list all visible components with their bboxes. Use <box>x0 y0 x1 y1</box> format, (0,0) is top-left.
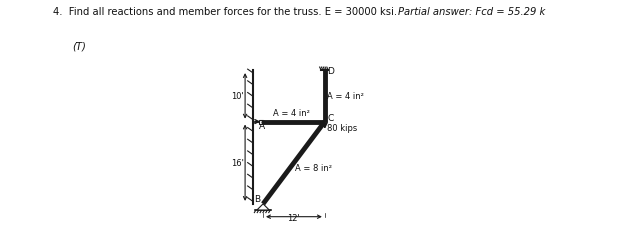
Text: Partial answer: Fcd = 55.29 k: Partial answer: Fcd = 55.29 k <box>398 7 545 17</box>
Text: 10': 10' <box>231 92 243 101</box>
Text: A = 4 in²: A = 4 in² <box>327 92 364 101</box>
Text: (T): (T) <box>72 41 86 51</box>
Bar <box>259 120 263 124</box>
Text: A: A <box>259 121 265 130</box>
Text: B: B <box>254 194 260 203</box>
Text: 4.  Find all reactions and member forces for the truss. E = 30000 ksi.: 4. Find all reactions and member forces … <box>53 7 401 17</box>
Text: A = 4 in²: A = 4 in² <box>273 109 310 118</box>
Polygon shape <box>257 204 269 210</box>
Text: 16': 16' <box>231 158 243 167</box>
Text: 12': 12' <box>287 213 300 222</box>
Text: A = 8 in²: A = 8 in² <box>296 164 333 173</box>
Text: D: D <box>327 66 334 75</box>
Text: 80 kips: 80 kips <box>327 124 357 133</box>
Text: C: C <box>327 114 333 123</box>
